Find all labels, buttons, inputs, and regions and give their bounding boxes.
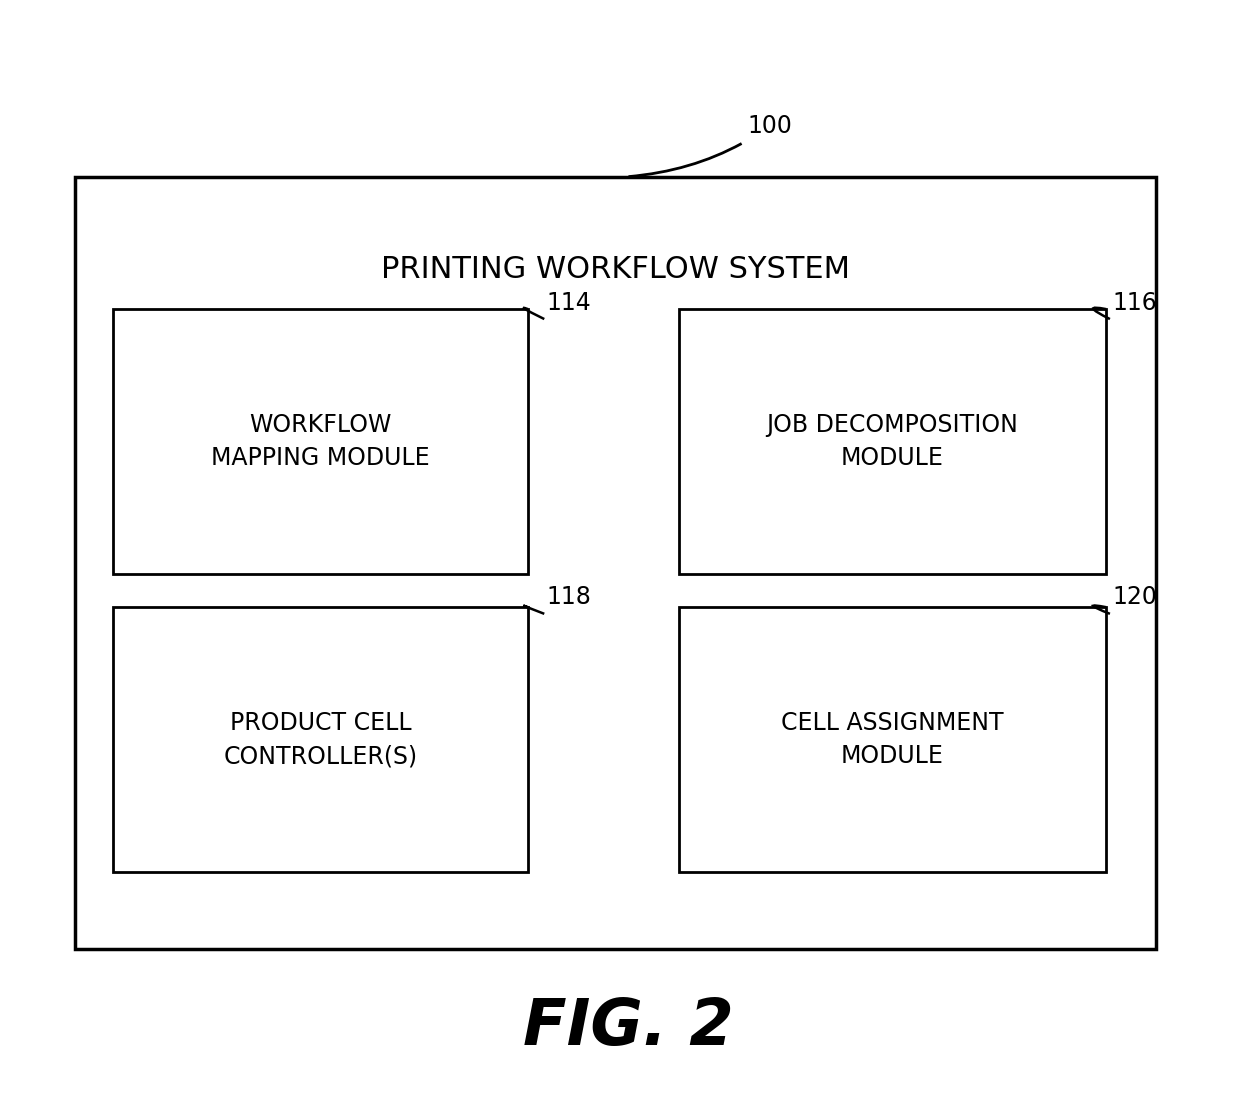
Bar	[75, 177, 1156, 949]
Bar	[679, 309, 1106, 574]
Text: JOB DECOMPOSITION
MODULE: JOB DECOMPOSITION MODULE	[767, 413, 1018, 470]
Text: 120: 120	[1112, 585, 1158, 609]
Bar	[679, 607, 1106, 872]
Text: CELL ASSIGNMENT
MODULE: CELL ASSIGNMENT MODULE	[781, 711, 1004, 768]
Bar	[113, 309, 528, 574]
Text: WORKFLOW
MAPPING MODULE: WORKFLOW MAPPING MODULE	[211, 413, 430, 470]
Bar	[113, 607, 528, 872]
Text: PRODUCT CELL
CONTROLLER(S): PRODUCT CELL CONTROLLER(S)	[224, 711, 417, 768]
Text: PRINTING WORKFLOW SYSTEM: PRINTING WORKFLOW SYSTEM	[381, 255, 851, 284]
Text: FIG. 2: FIG. 2	[523, 996, 734, 1058]
Text: 118: 118	[547, 585, 592, 609]
Text: 116: 116	[1112, 290, 1158, 315]
Text: 100: 100	[748, 114, 793, 138]
Text: 114: 114	[547, 290, 592, 315]
